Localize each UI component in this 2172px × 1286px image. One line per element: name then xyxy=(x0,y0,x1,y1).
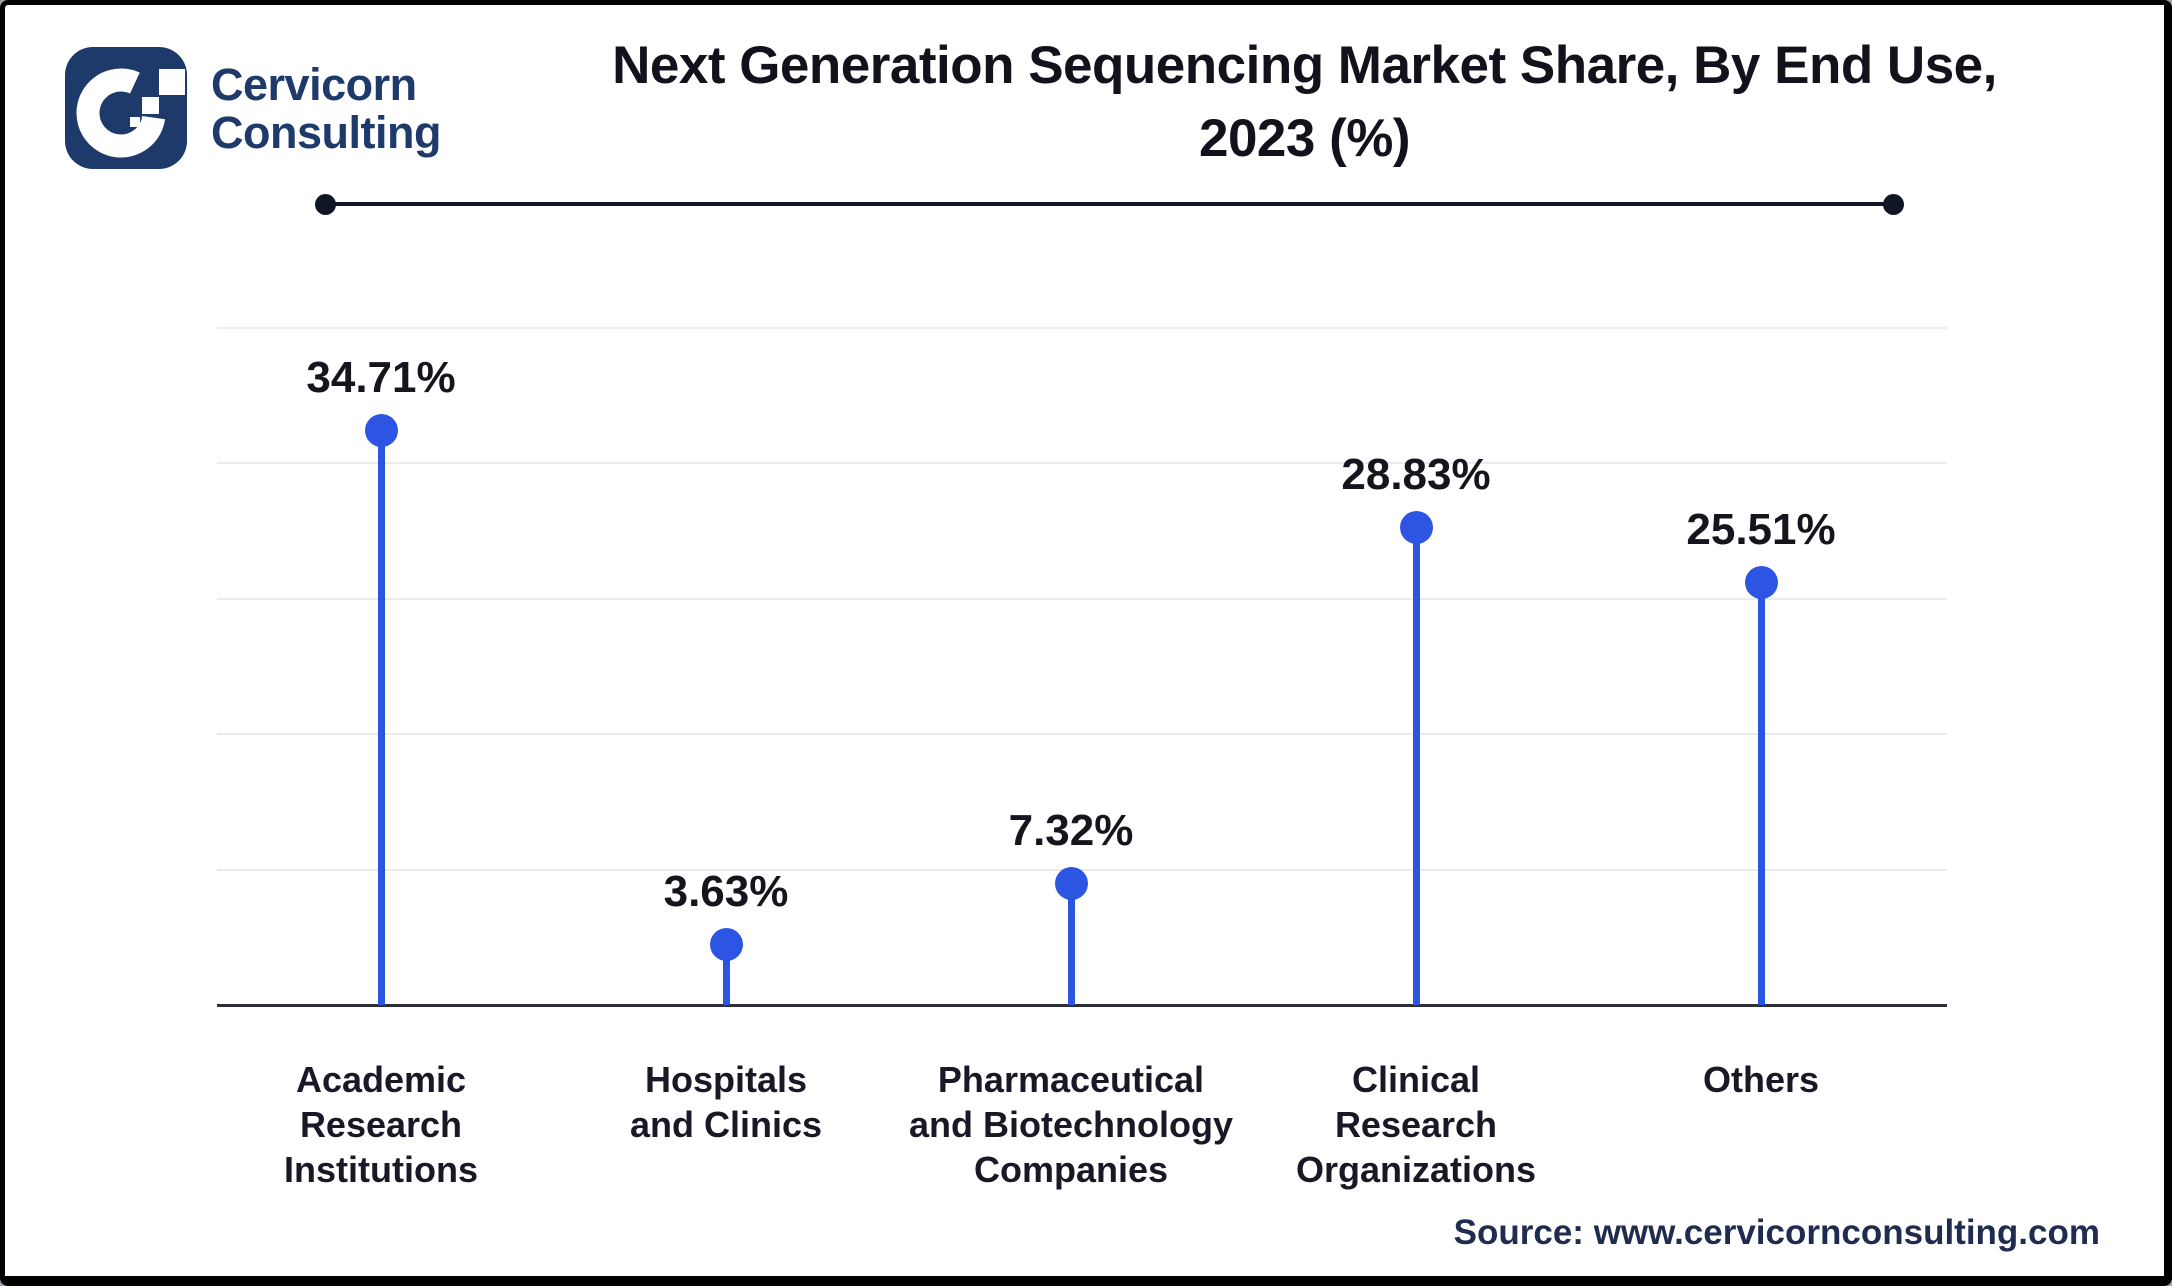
category-label: Academic Research Institutions xyxy=(284,1059,478,1190)
value-label: 28.83% xyxy=(1341,449,1491,499)
lollipop-stem xyxy=(722,944,730,1005)
brand-name-line1: Cervicorn xyxy=(211,59,417,110)
title-underline-rule xyxy=(325,202,1893,206)
data-point-dot xyxy=(1054,867,1088,901)
value-label: 25.51% xyxy=(1686,504,1836,554)
value-label: 7.32% xyxy=(1008,805,1134,855)
rule-endpoint-dot-left xyxy=(315,194,336,215)
cervicorn-c-pixel-icon xyxy=(65,47,187,169)
brand-wordmark: Cervicorn Consulting xyxy=(211,61,441,157)
data-point-dot xyxy=(1399,511,1433,545)
data-point-dot xyxy=(709,928,743,962)
lollipop-stem xyxy=(1067,883,1075,1005)
category-label: Pharmaceutical and Biotechnology Compani… xyxy=(909,1059,1233,1190)
lollipop-stem xyxy=(377,430,385,1005)
category-label: Others xyxy=(1702,1059,1820,1100)
source-note: Source: www.cervicornconsulting.com xyxy=(1453,1213,2100,1252)
plot-gridline xyxy=(217,326,1947,329)
lollipop-stem xyxy=(1757,582,1765,1005)
plot-gridline xyxy=(217,462,1947,464)
value-label: 3.63% xyxy=(663,866,789,916)
chart-title: Next Generation Sequencing Market Share,… xyxy=(505,29,2104,175)
plot-gridline xyxy=(217,868,1947,871)
lollipop-stem xyxy=(1412,527,1420,1005)
lollipop-plot-area: 34.71% Academic Research Institutions 3.63… xyxy=(5,5,2164,1276)
category-label: Clinical Research Organizations xyxy=(1295,1059,1537,1190)
value-label: 34.71% xyxy=(306,352,456,402)
category-label: Hospitals and Clinics xyxy=(629,1059,823,1145)
cervicorn-logo xyxy=(65,47,187,169)
plot-gridline xyxy=(217,733,1947,735)
data-point-dot xyxy=(1744,566,1778,600)
data-point-dot xyxy=(364,414,398,448)
chart-title-line2: 2023 (%) xyxy=(1198,109,1411,168)
chart-title-line1: Next Generation Sequencing Market Share,… xyxy=(612,36,1997,95)
x-axis-baseline xyxy=(217,1004,1947,1007)
rule-endpoint-dot-right xyxy=(1883,194,1904,215)
plot-gridline xyxy=(217,597,1947,600)
brand-name-line2: Consulting xyxy=(211,107,441,158)
